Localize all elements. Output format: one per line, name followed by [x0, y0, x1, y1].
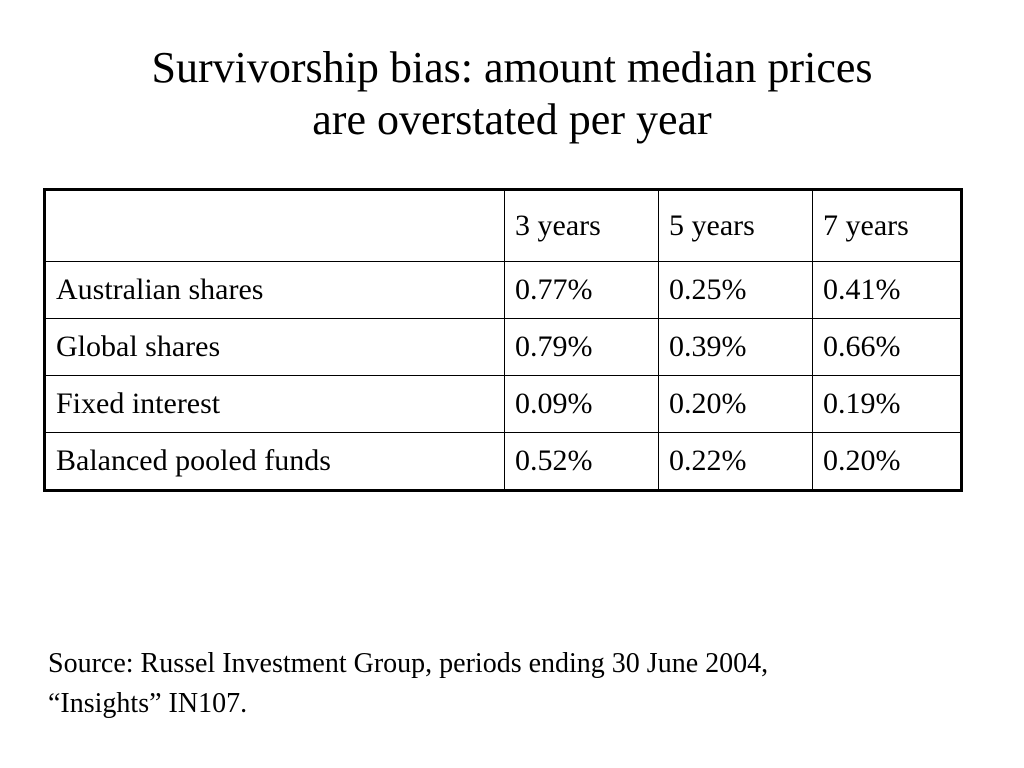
table-row: Australian shares 0.77% 0.25% 0.41% [44, 261, 962, 319]
slide-title: Survivorship bias: amount median prices … [0, 42, 1024, 146]
source-note-line-2: “Insights” IN107. [48, 688, 248, 719]
cell-5-years: 0.22% [658, 432, 813, 491]
cell-3-years: 0.09% [504, 375, 659, 433]
row-label: Australian shares [44, 261, 505, 319]
table-row: Fixed interest 0.09% 0.20% 0.19% [44, 375, 962, 433]
table-row: Global shares 0.79% 0.39% 0.66% [44, 318, 962, 376]
cell-3-years: 0.79% [504, 318, 659, 376]
survivorship-bias-table: 3 years 5 years 7 years Australian share… [43, 188, 963, 492]
header-cell-empty [44, 189, 505, 262]
header-cell-3-years: 3 years [504, 189, 659, 262]
row-label: Global shares [44, 318, 505, 376]
table-row: Balanced pooled funds 0.52% 0.22% 0.20% [44, 432, 962, 491]
table-body: Australian shares 0.77% 0.25% 0.41% Glob… [44, 261, 962, 491]
table-header: 3 years 5 years 7 years [44, 189, 962, 262]
cell-7-years: 0.20% [812, 432, 962, 491]
source-note: Source: Russel Investment Group, periods… [48, 644, 988, 724]
cell-3-years: 0.77% [504, 261, 659, 319]
slide-title-line-2: are overstated per year [312, 95, 712, 144]
row-label: Balanced pooled funds [44, 432, 505, 491]
cell-5-years: 0.20% [658, 375, 813, 433]
row-label: Fixed interest [44, 375, 505, 433]
header-cell-5-years: 5 years [658, 189, 813, 262]
slide-title-line-1: Survivorship bias: amount median prices [151, 43, 873, 92]
cell-5-years: 0.25% [658, 261, 813, 319]
cell-7-years: 0.41% [812, 261, 962, 319]
header-cell-7-years: 7 years [812, 189, 962, 262]
cell-7-years: 0.66% [812, 318, 962, 376]
cell-7-years: 0.19% [812, 375, 962, 433]
cell-3-years: 0.52% [504, 432, 659, 491]
cell-5-years: 0.39% [658, 318, 813, 376]
source-note-line-1: Source: Russel Investment Group, periods… [48, 648, 769, 679]
header-row: 3 years 5 years 7 years [44, 189, 962, 262]
